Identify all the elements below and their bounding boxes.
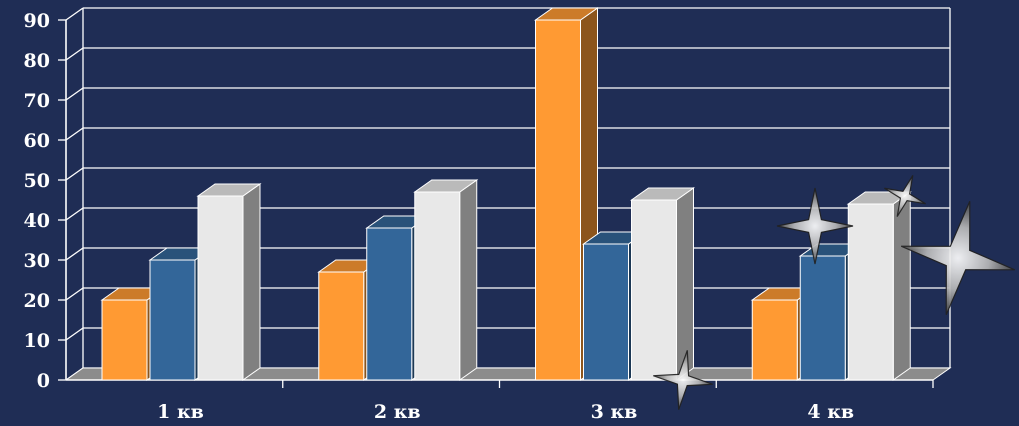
bar-front-face <box>631 199 677 381</box>
bar-front-face <box>535 19 581 381</box>
gridline-side <box>65 287 84 301</box>
bar-side-face <box>242 183 261 381</box>
bar-front-face <box>197 195 244 381</box>
y-tick-label: 0 <box>37 370 50 392</box>
x-tick-label: 4 кв <box>807 401 854 423</box>
bar-front-face <box>318 271 365 381</box>
y-tick-label: 20 <box>24 290 50 312</box>
bar-top-face <box>196 183 262 197</box>
y-tick-label: 60 <box>24 130 50 152</box>
y-tick-label: 90 <box>24 10 50 32</box>
grid-layer <box>58 7 952 388</box>
bar <box>413 179 479 381</box>
y-tick-label: 10 <box>24 330 50 352</box>
bar-top-face <box>533 7 600 21</box>
sparkle-star-icon <box>653 350 713 410</box>
bar-front-face <box>149 259 196 381</box>
bar-front-face <box>799 255 846 381</box>
bars-layer <box>100 7 912 381</box>
bar-front-face <box>101 299 148 381</box>
gridline-side <box>65 7 84 21</box>
bar-front-face <box>751 299 798 381</box>
gridline-side <box>65 327 84 341</box>
gridline-side <box>65 87 84 101</box>
x-tick-label: 2 кв <box>374 401 421 423</box>
y-tick-label: 30 <box>24 250 50 272</box>
bar-top-face <box>629 187 696 201</box>
y-tick-label: 40 <box>24 210 50 232</box>
bar-front-face <box>583 243 629 381</box>
sparkle-star-icon <box>900 200 1016 316</box>
sparkle-star-icon <box>884 175 926 217</box>
sparkle-star-icon <box>776 187 854 265</box>
bar-side-face <box>459 179 478 381</box>
gridline-side <box>65 127 84 141</box>
bar-front-face <box>847 203 894 381</box>
bar-side-face <box>676 187 694 381</box>
x-tick-label: 1 кв <box>157 401 204 423</box>
gridline-side <box>65 167 84 181</box>
bar <box>629 187 696 381</box>
gridline-side <box>65 207 84 221</box>
gridline-side <box>65 247 84 261</box>
labels-layer: 0 10 20 30 40 50 60 70 80 90 1 кв 2 кв 3 кв 4 кв <box>24 10 855 423</box>
bar-front-face <box>366 227 413 381</box>
decorations-layer <box>653 175 1016 410</box>
gridline-side <box>65 47 84 61</box>
y-tick-label: 70 <box>24 90 50 112</box>
x-tick-label: 3 кв <box>591 401 638 423</box>
y-tick-label: 50 <box>24 170 50 192</box>
bar-side-face <box>892 191 911 381</box>
bar-front-face <box>414 191 461 381</box>
bar-top-face <box>413 179 479 193</box>
y-tick-label: 80 <box>24 50 50 72</box>
bar <box>196 183 262 381</box>
bar <box>846 191 912 381</box>
